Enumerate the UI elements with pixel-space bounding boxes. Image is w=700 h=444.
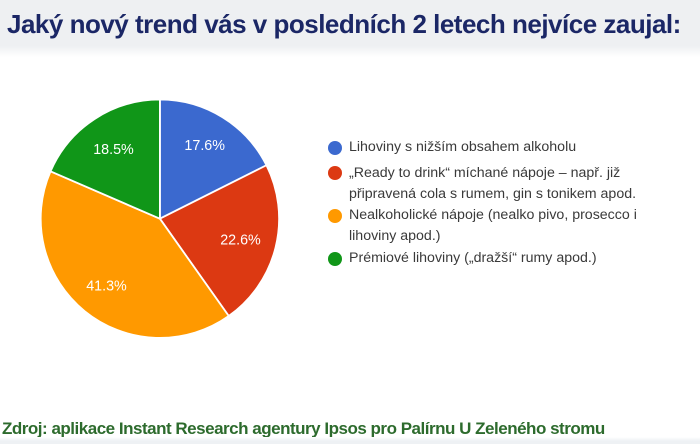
svg-text:22.6%: 22.6% <box>220 232 261 248</box>
svg-text:41.3%: 41.3% <box>86 278 127 294</box>
svg-text:17.6%: 17.6% <box>184 138 225 154</box>
svg-text:18.5%: 18.5% <box>93 142 134 158</box>
